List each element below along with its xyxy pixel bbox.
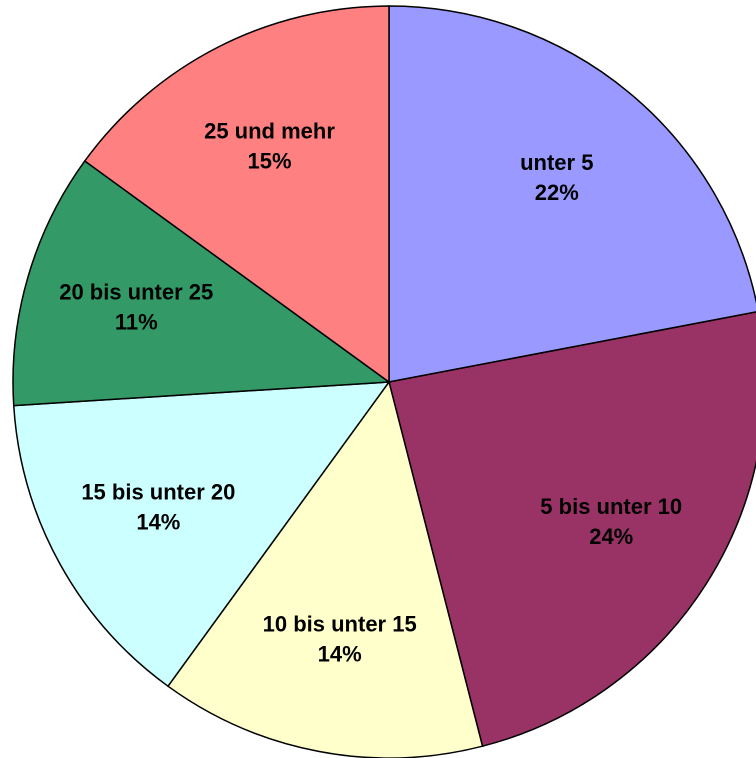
slice-value-label: 22% [535,180,579,205]
slice-value-label: 11% [115,309,158,334]
slice-label: 15 bis unter 20 [81,480,235,505]
pie-slice [12,159,392,407]
slice-value-label: 15% [247,148,291,173]
pie-slice [83,5,390,384]
pie-slice [166,380,484,758]
pie-slice [12,381,391,688]
slice-label: 20 bis unter 25 [59,279,213,304]
slice-label: 25 und mehr [204,118,335,143]
slice-value-label: 14% [136,510,180,535]
pie-slice [388,311,756,748]
slice-value-label: 14% [318,641,362,666]
slice-label: 5 bis unter 10 [540,494,682,519]
pie-slice [388,5,756,383]
slice-label: unter 5 [520,150,593,175]
slice-value-label: 24% [589,524,633,549]
slice-label: 10 bis unter 15 [263,611,417,636]
